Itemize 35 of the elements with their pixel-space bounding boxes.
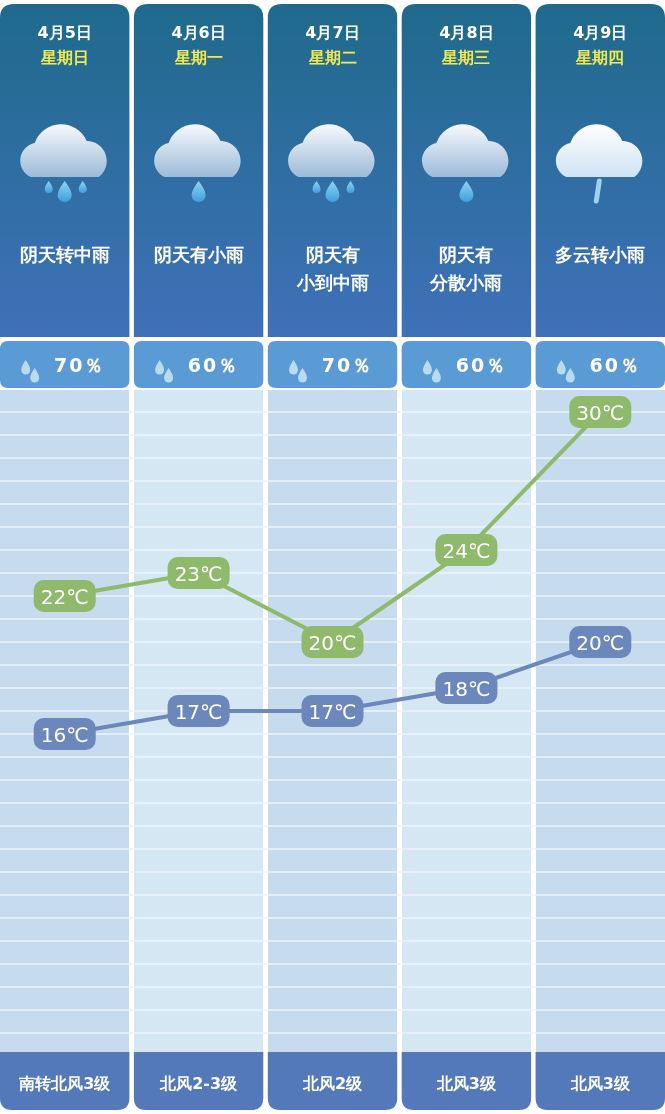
text: 阴天转中雨 — [19, 244, 110, 265]
data-label: 22℃ — [40, 584, 89, 609]
text: 60％ — [455, 354, 508, 376]
text: 70％ — [53, 354, 106, 376]
text: 北风3级 — [435, 1074, 497, 1093]
text: 南转北风3级 — [18, 1074, 112, 1093]
text: 星期日 — [39, 48, 89, 67]
text: 星期三 — [441, 48, 491, 67]
data-label: 18℃ — [442, 676, 491, 701]
text: 星期二 — [307, 48, 357, 67]
data-label: 24℃ — [442, 538, 491, 563]
text: 60％ — [187, 354, 240, 376]
data-label: 20℃ — [308, 630, 357, 655]
text: 多云转小雨 — [555, 244, 646, 265]
data-label: 17℃ — [308, 699, 357, 724]
text: 阴天有小雨 — [153, 244, 244, 265]
text: 阴天有小到中雨 — [295, 244, 369, 293]
data-label: 17℃ — [174, 699, 223, 724]
x-tick-label: 4月6日 — [171, 23, 226, 42]
data-label: 20℃ — [576, 630, 625, 655]
text: 北风2级 — [301, 1074, 364, 1093]
text: 星期四 — [575, 48, 625, 67]
data-label: 30℃ — [576, 400, 625, 425]
text: 北风3级 — [569, 1074, 631, 1093]
x-tick-label: 4月9日 — [573, 23, 628, 42]
data-label: 16℃ — [40, 722, 89, 747]
text: 70％ — [321, 354, 374, 376]
x-tick-label: 4月5日 — [37, 23, 92, 42]
x-tick-label: 4月8日 — [439, 23, 494, 42]
text: 60％ — [589, 354, 642, 376]
text: 北风2-3级 — [159, 1074, 239, 1093]
x-tick-label: 4月7日 — [305, 23, 360, 42]
text: 阴天有分散小雨 — [429, 244, 503, 293]
text: 星期一 — [173, 48, 223, 67]
data-label: 23℃ — [174, 561, 223, 586]
